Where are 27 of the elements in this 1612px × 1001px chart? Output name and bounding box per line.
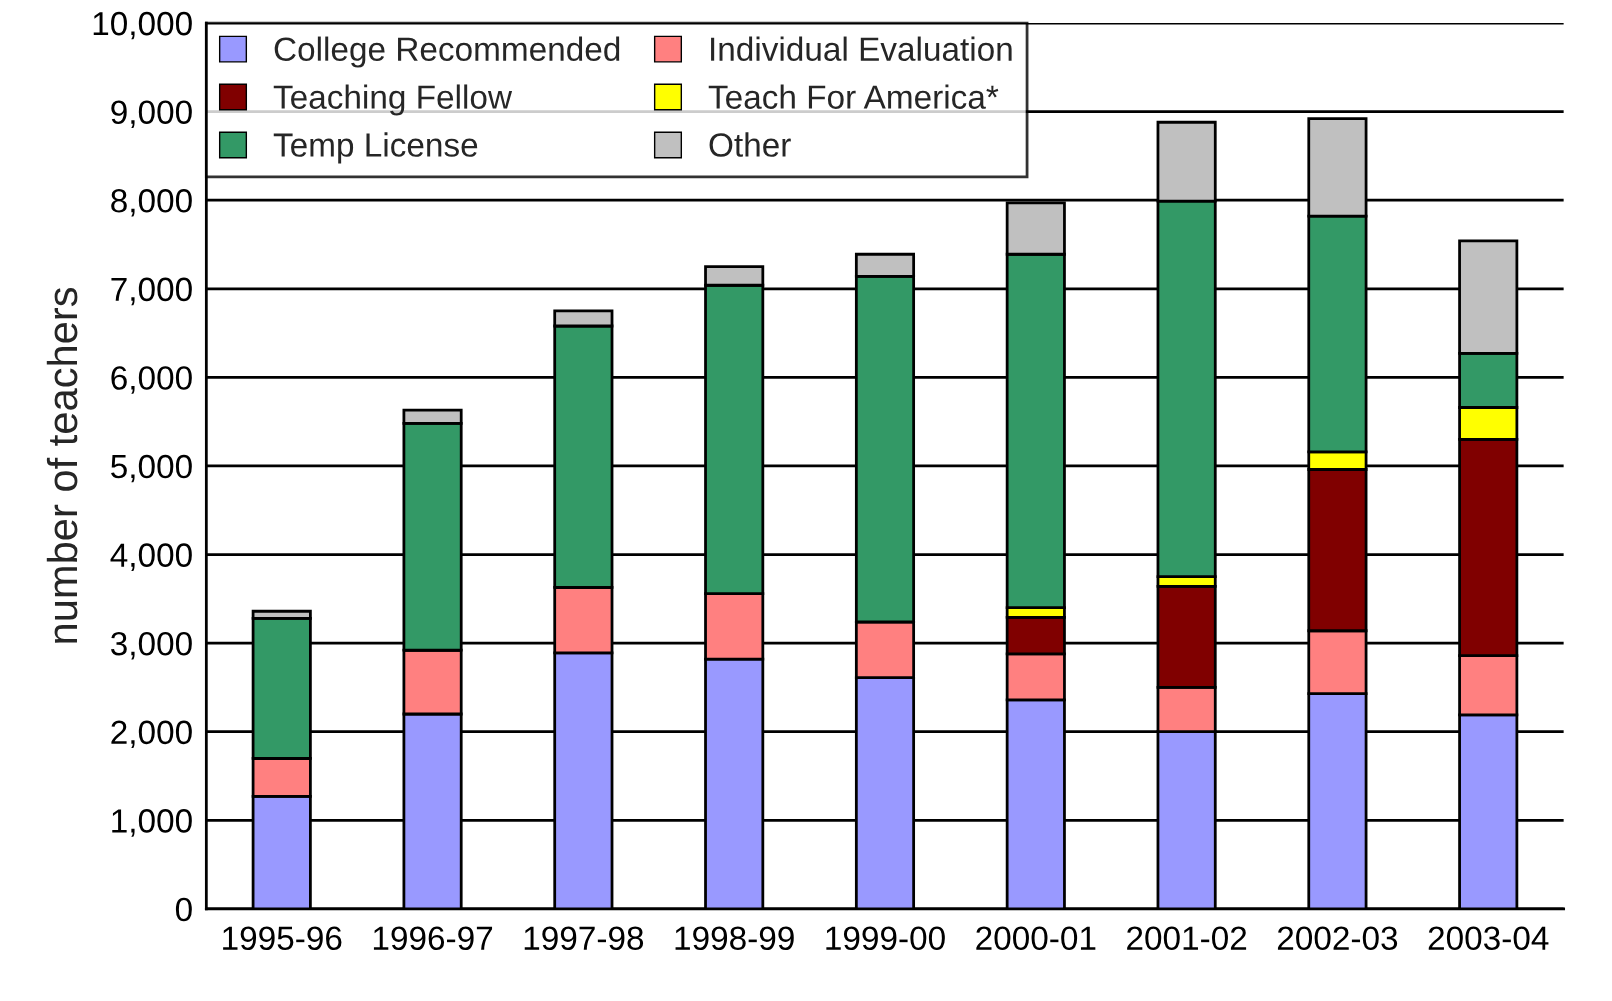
y-tick-label: 5,000 — [111, 454, 192, 483]
y-tick-label: 9,000 — [111, 100, 192, 128]
x-tick-label: 2002-03 — [1277, 926, 1398, 951]
legend-label: Individual Evaluation — [711, 36, 1012, 62]
y-tick-label: 6,000 — [111, 366, 192, 394]
legend-label: Other — [709, 132, 791, 157]
x-tick-label: 1995-96 — [223, 926, 342, 951]
y-tick-label: 4,000 — [110, 543, 192, 571]
y-tick-label: 0 — [175, 897, 192, 922]
legend-label: Teaching Fellow — [273, 84, 513, 116]
x-tick-label: 1996-97 — [373, 926, 493, 951]
y-tick-label: 10,000 — [93, 11, 192, 40]
y-tick-label: 8,000 — [111, 189, 192, 217]
legend-label: Teach For America* — [708, 84, 999, 109]
x-tick-label: 1999-00 — [826, 926, 945, 951]
x-tick-label: 2000-01 — [976, 926, 1096, 951]
y-tick-label: 2,000 — [111, 720, 192, 749]
x-tick-label: 2003-04 — [1428, 926, 1549, 951]
y-tick-label: 1,000 — [112, 809, 192, 837]
x-tick-label: 1998-99 — [675, 926, 794, 951]
y-axis-title: number of teachers — [46, 287, 78, 643]
y-tick-label: 7,000 — [111, 277, 192, 306]
legend-label: College Recommended — [274, 36, 620, 68]
y-tick-label: 3,000 — [111, 631, 192, 660]
x-tick-label: 2001-02 — [1127, 926, 1247, 951]
legend-label: Temp License — [273, 132, 478, 164]
x-tick-label: 1997-98 — [524, 926, 644, 951]
